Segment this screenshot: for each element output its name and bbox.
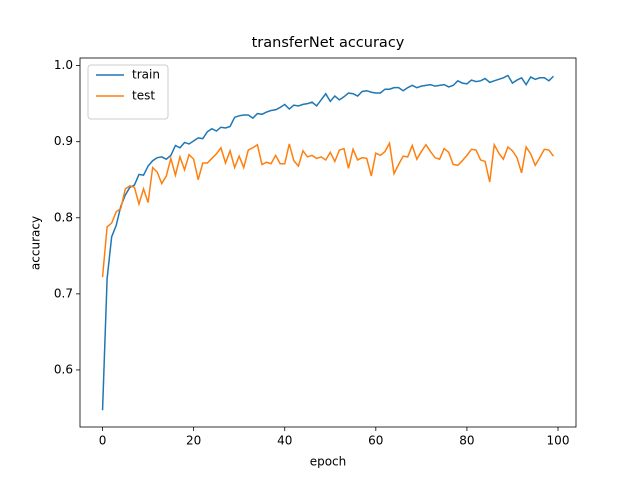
legend-label: test bbox=[132, 89, 155, 103]
x-tick-label: 40 bbox=[277, 434, 292, 448]
y-tick-label: 0.9 bbox=[54, 134, 73, 148]
legend-label: train bbox=[132, 68, 160, 82]
y-tick-label: 0.6 bbox=[54, 362, 73, 376]
x-tick-label: 0 bbox=[99, 434, 107, 448]
x-tick-label: 80 bbox=[459, 434, 474, 448]
line-series bbox=[101, 74, 554, 411]
y-axis-label: accuracy bbox=[29, 216, 43, 270]
x-axis-label: epoch bbox=[310, 455, 347, 469]
y-tick-label: 0.8 bbox=[54, 210, 73, 224]
x-tick-label: 100 bbox=[547, 434, 570, 448]
axes-frame bbox=[79, 57, 577, 428]
line-series bbox=[101, 140, 555, 278]
x-tick-label: 20 bbox=[186, 434, 201, 448]
chart-title: transferNet accuracy bbox=[252, 35, 405, 51]
y-tick-label: 0.7 bbox=[54, 286, 73, 300]
x-tick-label: 60 bbox=[368, 434, 383, 448]
legend-box bbox=[87, 64, 169, 120]
y-tick-label: 1.0 bbox=[54, 58, 73, 72]
